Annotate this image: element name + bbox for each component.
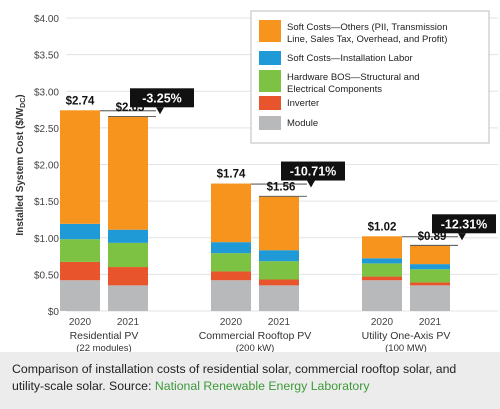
x-group-sublabel: (100 MW) [385, 343, 427, 352]
bar-segment [60, 261, 100, 281]
legend-swatch [259, 20, 281, 42]
x-year-label: 2021 [419, 317, 442, 328]
bar-segment [211, 183, 251, 243]
x-year-label: 2020 [371, 317, 394, 328]
caption-text: Comparison of installation costs of resi… [12, 362, 457, 393]
bar-segment [259, 279, 299, 286]
change-badge [130, 88, 194, 108]
bar-segment [108, 267, 148, 286]
bar-segment [211, 242, 251, 254]
y-tick-label: $0.50 [34, 270, 59, 281]
source-link[interactable]: National Renewable Energy Laboratory [154, 379, 370, 393]
x-group-label: Residential PV [70, 330, 139, 342]
y-tick-label: $3.00 [34, 87, 59, 98]
legend-label: Hardware BOS—Structural and [287, 72, 420, 83]
x-group-sublabel: (22 modules) [76, 343, 131, 352]
x-group-label: Utility One-Axis PV [362, 330, 451, 342]
legend-label: Soft Costs—Others (PII, Transmission [287, 22, 448, 33]
legend-swatch [259, 116, 281, 130]
bar-segment [60, 280, 100, 311]
legend-label: Soft Costs—Installation Labor [287, 53, 413, 64]
legend-label: Line, Sales Tax, Overhead, and Profit) [287, 34, 447, 45]
y-tick-label: $0 [48, 307, 60, 318]
x-year-label: 2021 [117, 317, 140, 328]
bar-segment [211, 253, 251, 272]
bar-segment [108, 242, 148, 268]
legend-box [250, 10, 490, 144]
x-year-label: 2020 [69, 317, 92, 328]
bar-segment [410, 269, 450, 283]
change-badge [281, 161, 345, 181]
bar-segment [362, 263, 402, 277]
change-badge-label: -3.25% [142, 91, 182, 105]
total-value-label: $0.89 [418, 231, 447, 243]
bar-segment [362, 236, 402, 259]
bar-segment [108, 285, 148, 311]
bar-segment [362, 258, 402, 264]
y-tick-label: $1.00 [34, 234, 59, 245]
bar-segment [259, 250, 299, 262]
bar-segment [259, 196, 299, 251]
legend-swatch [259, 51, 281, 65]
bar-segment [259, 261, 299, 280]
total-value-label: $2.74 [66, 95, 95, 107]
bar-segment [410, 282, 450, 286]
bar-segment [211, 280, 251, 311]
x-group-sublabel: (200 kW) [236, 343, 275, 352]
change-badge-pointer [307, 180, 315, 188]
y-tick-label: $4.00 [34, 14, 59, 25]
bar-segment [259, 285, 299, 311]
y-tick-label: $3.50 [34, 51, 59, 62]
bar-segment [362, 276, 402, 281]
total-value-label: $1.74 [217, 169, 246, 181]
change-badge-label: -12.31% [441, 217, 488, 231]
bar-segment [410, 264, 450, 270]
stacked-bar-chart: $0 $0.50 $1.00 $1.50 $2.00 $2.50 $3.00 $3.50 $4.… [15, 10, 498, 352]
bar-segment [410, 285, 450, 311]
x-year-label: 2021 [268, 317, 291, 328]
bar-segment [60, 110, 100, 224]
bar-segment [60, 223, 100, 240]
y-tick-label: $2.50 [34, 124, 59, 135]
bar-segment [108, 116, 148, 230]
change-badge-label: -10.71% [290, 165, 337, 179]
bar-segment [108, 229, 148, 243]
x-group-label: Commercial Rooftop PV [199, 330, 312, 342]
total-value-label: $1.02 [368, 221, 397, 233]
change-badge-pointer [156, 107, 164, 115]
legend-label: Inverter [287, 98, 319, 109]
x-year-label: 2020 [220, 317, 243, 328]
change-badge-pointer [458, 233, 466, 241]
change-badge [432, 214, 496, 234]
bar-segment [410, 245, 450, 265]
legend-swatch [259, 70, 281, 92]
y-tick-label: $1.50 [34, 197, 59, 208]
y-tick-label: $2.00 [34, 161, 59, 172]
legend-swatch [259, 96, 281, 110]
legend-label: Module [287, 118, 318, 129]
bar-segment [362, 280, 402, 311]
y-axis-title: Installed System Cost ($/WDC) [15, 94, 27, 235]
legend-label: Electrical Components [287, 84, 382, 95]
bar-segment [211, 271, 251, 281]
total-value-label: $1.56 [267, 182, 296, 194]
figure-caption: Comparison of installation costs of resi… [0, 352, 500, 409]
bar-segment [60, 239, 100, 262]
